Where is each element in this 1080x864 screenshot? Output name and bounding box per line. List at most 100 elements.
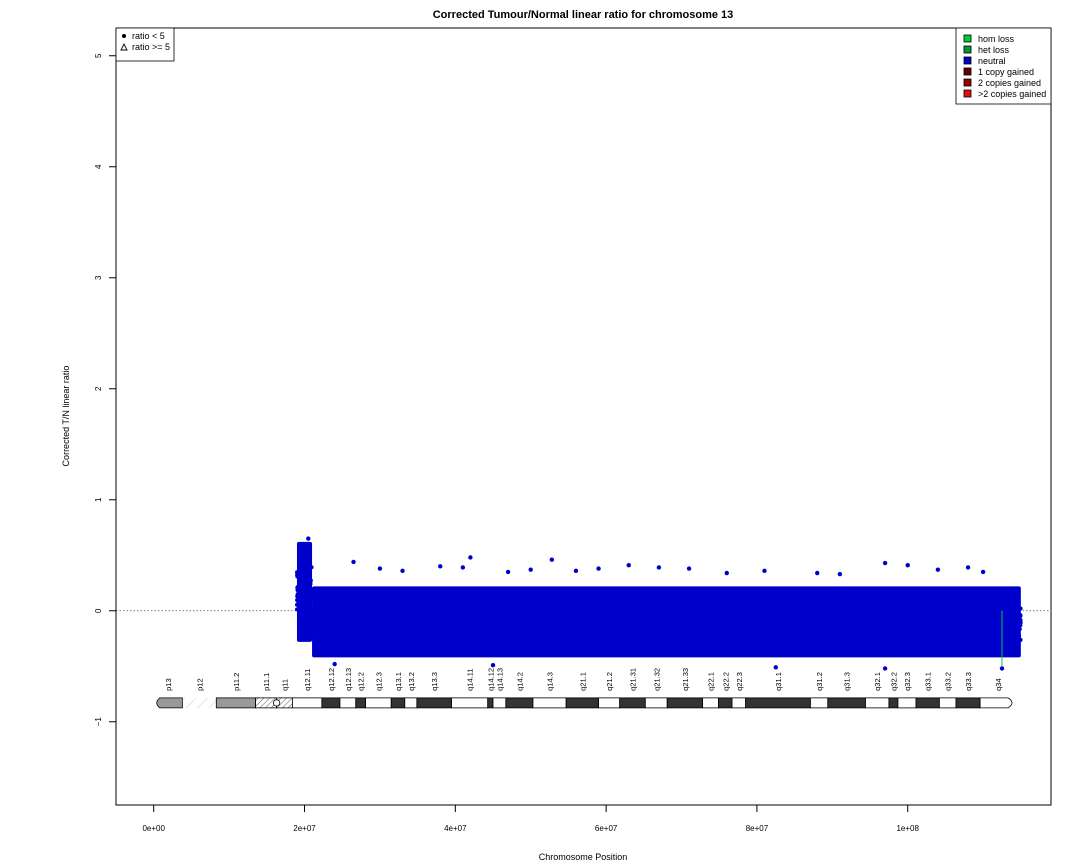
data-point [778,603,783,608]
data-point [346,606,351,611]
data-point [982,637,987,642]
data-point [457,606,462,611]
data-point [323,633,328,638]
data-point [914,614,919,619]
data-point [911,632,916,637]
data-point [809,625,814,630]
data-point [620,604,625,609]
data-point [933,625,938,630]
data-point [364,638,369,643]
data-point [465,607,470,611]
data-point [630,628,635,633]
data-point [930,617,935,622]
data-point [969,631,974,636]
data-point [401,619,406,624]
data-point [988,619,993,624]
data-point [419,607,424,612]
data-point [699,635,704,639]
data-point [299,609,304,614]
data-point [721,610,726,615]
data-point [738,629,743,634]
data-point [648,604,653,609]
data-point [827,635,832,639]
data-point [607,611,612,616]
data-point [747,602,752,607]
data-point [506,625,511,630]
data-point [970,608,975,613]
data-point [334,624,339,629]
data-point [478,610,483,615]
data-point [606,631,611,636]
data-point [660,626,665,631]
data-point [526,640,531,645]
data-point [1018,638,1023,642]
data-point [947,604,952,609]
data-point [962,608,967,613]
data-point [387,609,392,614]
data-point [351,608,356,613]
data-point [685,619,690,624]
data-point [673,618,678,623]
data-point [608,602,613,607]
data-point [931,634,936,639]
data-point [450,622,455,627]
data-point [949,636,954,640]
data-point [863,637,868,642]
data-point [678,627,683,632]
data-point [557,618,562,623]
data-point [538,635,543,640]
data-point [840,631,845,636]
data-point [423,628,428,633]
data-point [919,628,924,633]
data-point [295,573,300,577]
data-point [621,609,626,614]
data-point [899,600,904,605]
data-point [948,622,953,627]
data-point [409,634,414,639]
data-point [854,632,859,637]
data-point [976,613,981,618]
data-point [649,615,654,620]
data-point [596,610,601,615]
data-point [781,629,786,634]
data-point [1013,619,1018,624]
data-point [369,611,374,616]
data-point [821,609,825,614]
data-point [471,633,476,638]
data-point [878,622,883,626]
data-point [594,641,599,646]
data-point [985,611,990,615]
data-point [732,601,737,605]
data-point [705,604,710,609]
data-point [307,600,311,605]
data-point [593,636,598,641]
data-point [822,603,826,608]
data-point [867,616,872,621]
data-point [656,634,661,639]
data-point [883,616,888,621]
data-point [354,602,359,607]
data-point [969,616,974,621]
data-point [732,636,737,641]
data-point [321,619,325,624]
data-point [889,592,894,597]
data-point [537,602,542,607]
data-point [397,615,402,620]
data-point [383,616,388,621]
data-point [331,606,336,611]
data-point [812,605,817,609]
data-point [424,605,429,610]
data-point [1013,614,1018,619]
data-point [617,635,622,640]
data-point [644,628,649,633]
data-point [373,606,378,611]
data-point [562,607,567,612]
data-point [652,633,657,638]
data-point [696,639,701,644]
data-point [720,602,725,607]
data-point [835,623,840,628]
data-point [311,633,316,638]
data-point [414,603,419,608]
data-point [616,628,621,633]
data-point [315,636,320,641]
